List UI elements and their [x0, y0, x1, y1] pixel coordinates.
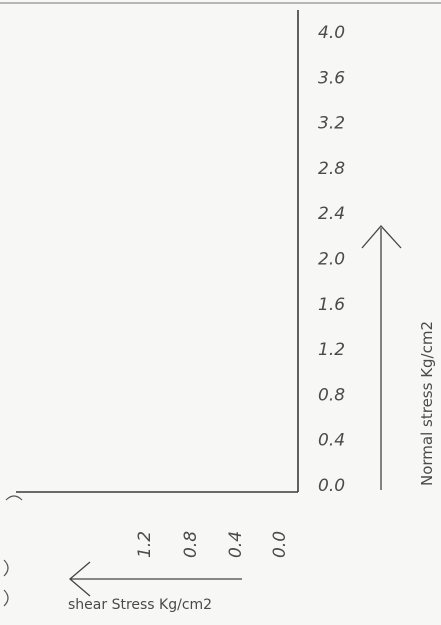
x-tick-label: 0.8 [181, 531, 201, 558]
y-tick-label: 0.8 [318, 385, 345, 405]
x-tick-labels: 1.2 0.8 0.4 0.0 [135, 531, 290, 558]
y-tick-label: 4.0 [318, 23, 345, 43]
y-tick-label: 2.0 [318, 250, 345, 270]
x-tick-label: 0.0 [270, 531, 290, 558]
shear-stress-arrow [68, 561, 242, 597]
x-tick-label: 1.2 [135, 531, 155, 558]
y-tick-label: 0.4 [318, 431, 345, 451]
y-tick-label: 0.0 [318, 476, 345, 496]
margin-scribble-3 [3, 589, 9, 607]
y-tick-labels: 4.0 3.6 3.2 2.8 2.4 2.0 1.6 1.2 0.8 0.4 0.0 [318, 23, 345, 496]
y-tick-label: 2.8 [318, 159, 345, 179]
y-tick-label: 2.4 [318, 204, 345, 224]
x-tick-label: 0.4 [226, 531, 246, 558]
x-axis-label: shear Stress Kg/cm2 [68, 597, 212, 613]
normal-stress-arrow [361, 225, 402, 490]
margin-scribble-2 [3, 559, 9, 577]
y-axis-label: Normal stress Kg/cm2 [418, 321, 436, 486]
y-tick-label: 1.6 [318, 295, 345, 315]
y-tick-label: 3.6 [318, 68, 345, 88]
y-tick-label: 1.2 [318, 340, 345, 360]
y-tick-label: 3.2 [318, 114, 345, 134]
margin-scribble-1 [5, 495, 23, 501]
